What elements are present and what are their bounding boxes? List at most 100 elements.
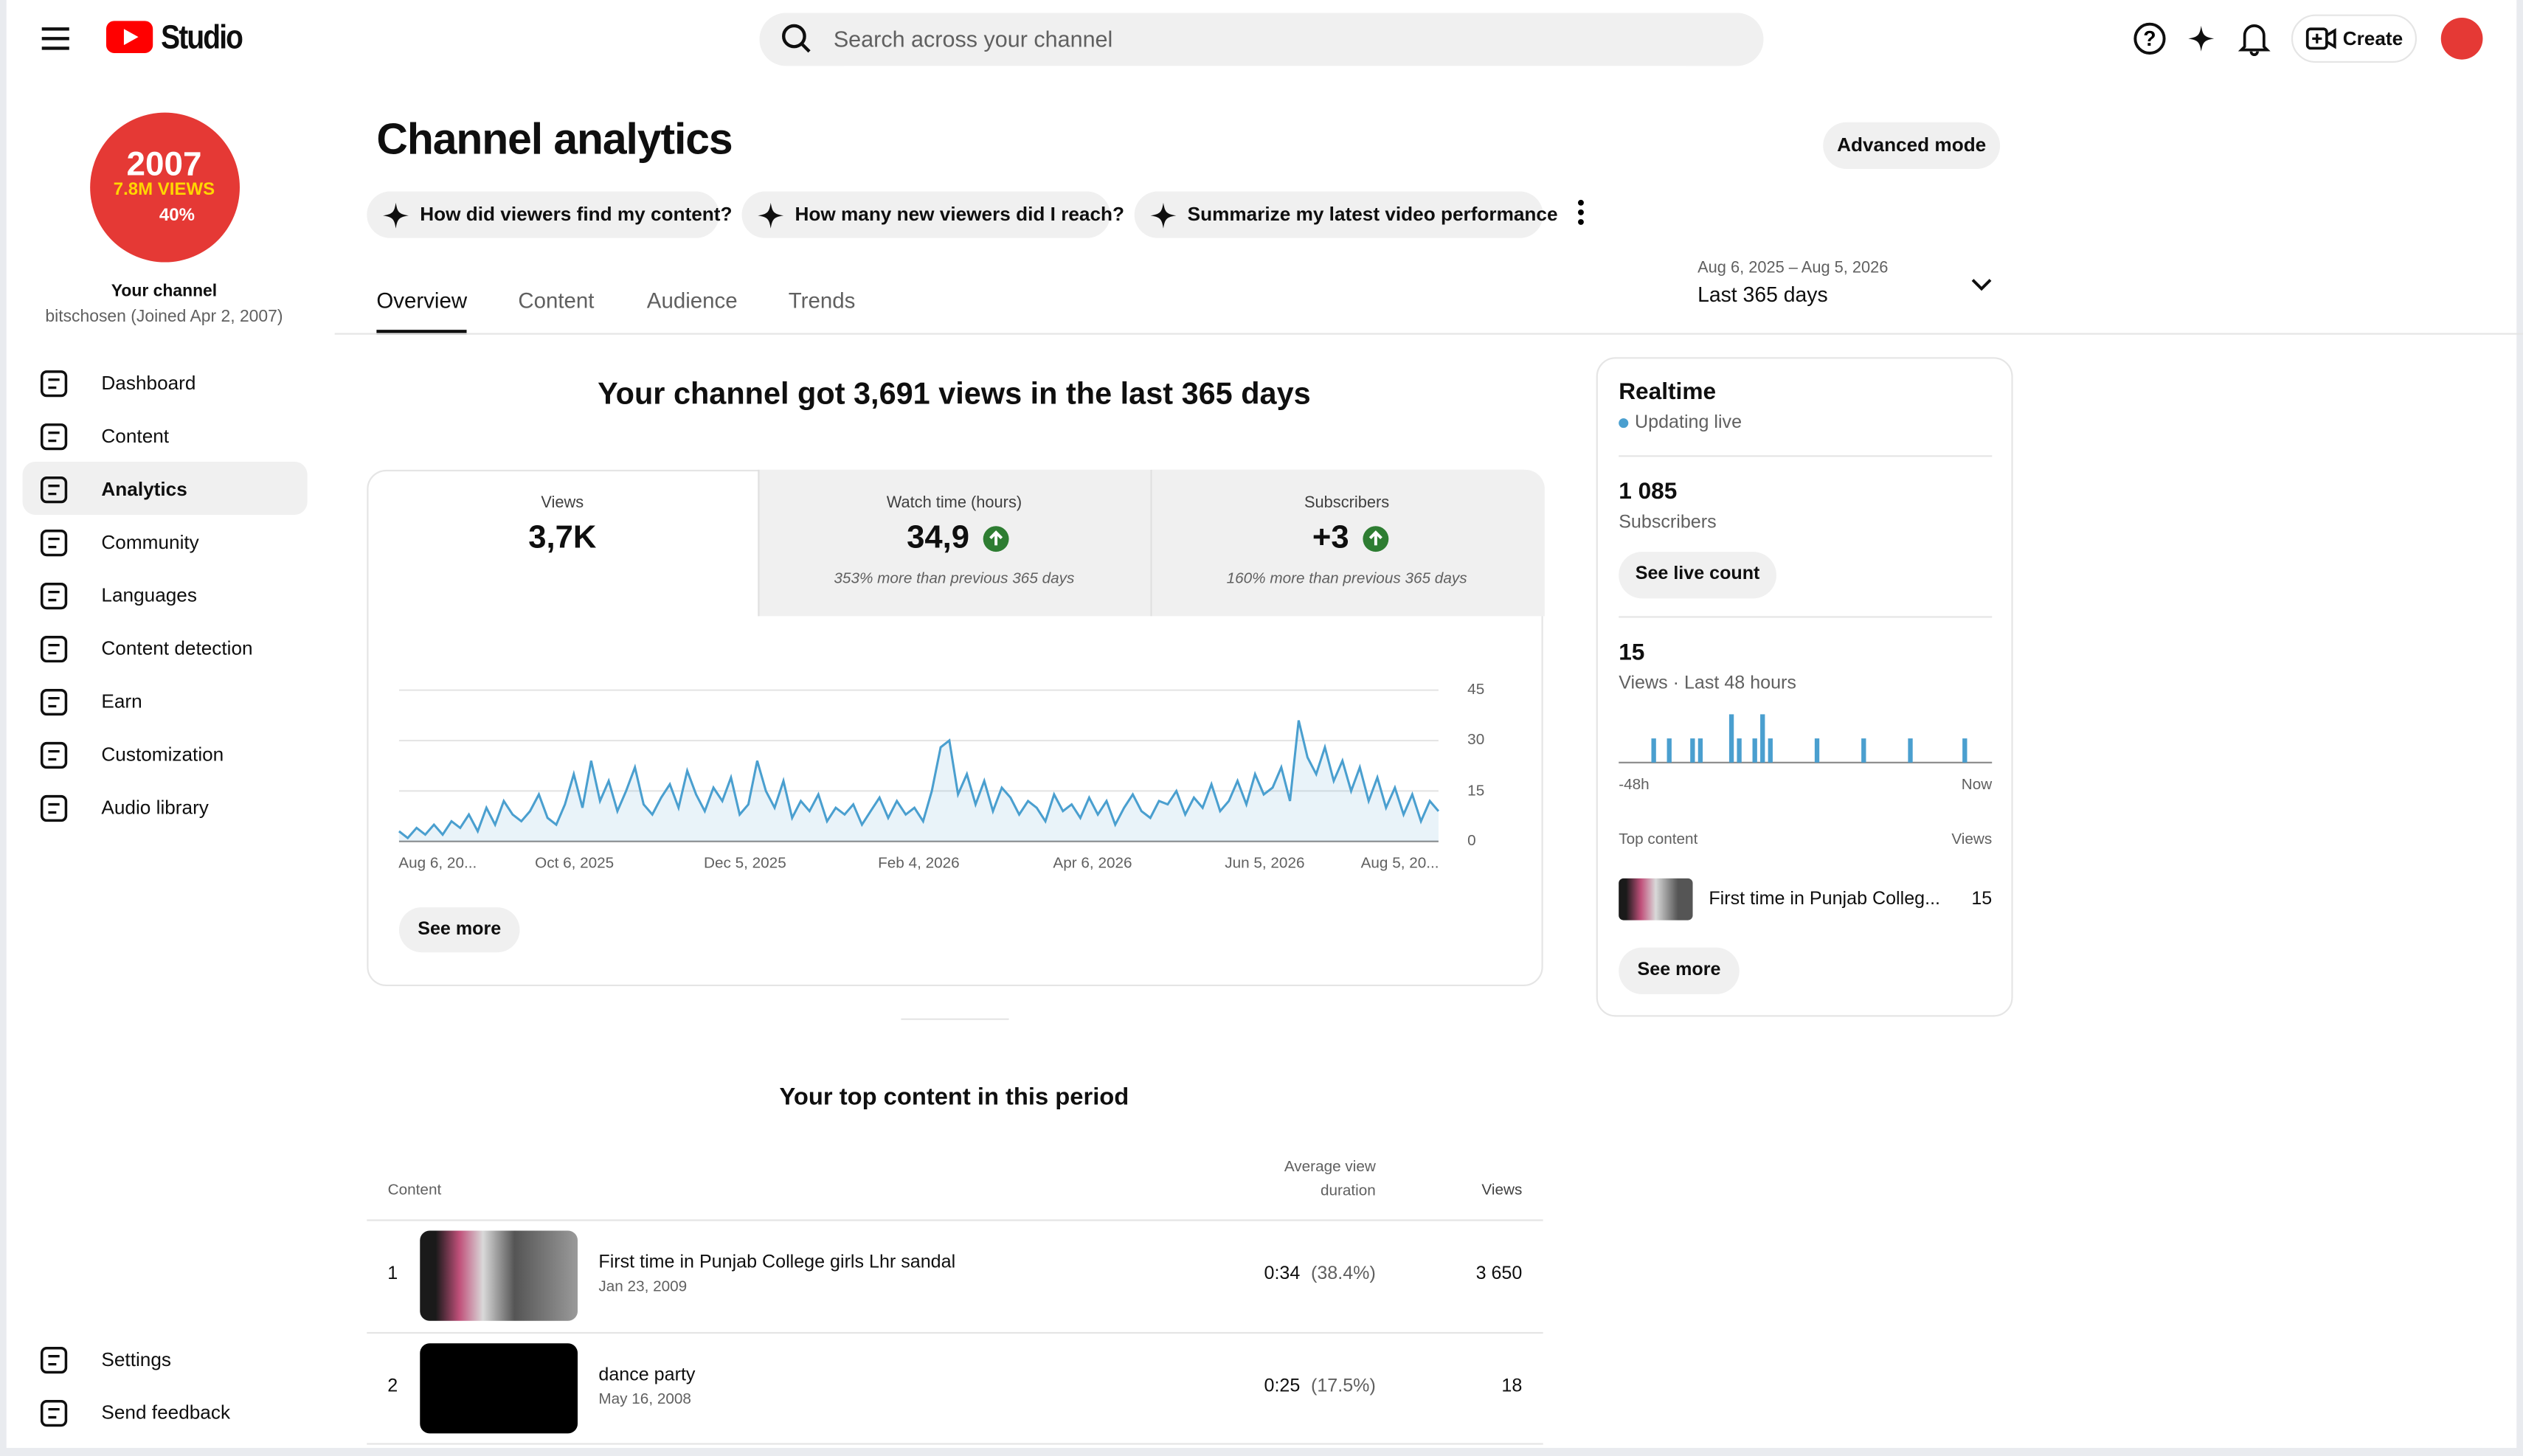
- search-box[interactable]: [759, 13, 1764, 66]
- menu-icon[interactable]: [41, 27, 69, 50]
- top-item-title[interactable]: First time in Punjab Colleg...: [1709, 890, 1941, 909]
- metric-value[interactable]: 3,7K: [528, 520, 597, 556]
- top-item-thumbnail[interactable]: [1619, 878, 1693, 921]
- bar: [1752, 738, 1757, 763]
- create-button[interactable]: [2291, 14, 2418, 63]
- column-header: Content: [387, 1182, 442, 1200]
- logo-text: Studio: [161, 19, 243, 57]
- advanced-mode-label: Advanced mode: [1837, 134, 1987, 156]
- trend-up-icon: [982, 526, 1008, 552]
- footer-nav-item[interactable]: Settings: [101, 1348, 171, 1371]
- bar: [1697, 738, 1703, 763]
- nav-icon: [40, 423, 68, 451]
- metric-value[interactable]: 34,9: [907, 520, 970, 556]
- realtime-status: Updating live: [1635, 413, 1742, 433]
- nav-item[interactable]: Customization: [101, 743, 224, 766]
- views-column-label: Views: [1951, 831, 1993, 849]
- logo-icon: [105, 21, 153, 53]
- advanced-mode-button[interactable]: [1823, 122, 2001, 170]
- suggestion-chip[interactable]: [741, 191, 1110, 238]
- search-placeholder: Search across your channel: [833, 25, 1113, 52]
- live-count-button[interactable]: [1619, 552, 1776, 599]
- channel-avatar[interactable]: [90, 112, 240, 263]
- live-count-label: See live count: [1635, 564, 1760, 584]
- tab[interactable]: Overview: [376, 288, 468, 313]
- y-tick-label: 15: [1467, 782, 1485, 800]
- chevron-icon[interactable]: [1971, 278, 1992, 291]
- row-date: Jan 23, 2009: [598, 1278, 688, 1296]
- nav-icon: [40, 741, 68, 769]
- nav-icon: [40, 635, 68, 663]
- nav-item[interactable]: Dashboard: [101, 371, 196, 395]
- x-axis-start: -48h: [1619, 776, 1650, 794]
- row-title[interactable]: dance party: [598, 1365, 696, 1385]
- bar: [1962, 738, 1967, 763]
- realtime-title: Realtime: [1619, 379, 1717, 406]
- x-tick-label: Aug 5, 20...: [1360, 855, 1439, 873]
- see-more-button[interactable]: [1619, 947, 1740, 994]
- suggestion-chip[interactable]: [1134, 191, 1543, 238]
- row-date: May 16, 2008: [598, 1390, 691, 1409]
- see-more-label: See more: [1637, 960, 1721, 980]
- row-duration: 0:34: [1264, 1264, 1301, 1284]
- footer-nav-item[interactable]: Send feedback: [101, 1401, 231, 1424]
- bar: [1728, 714, 1734, 763]
- help-icon[interactable]: ?: [2133, 22, 2166, 55]
- bar: [1814, 738, 1820, 763]
- realtime-card: [1596, 357, 2013, 1017]
- nav-item[interactable]: Languages: [101, 583, 197, 607]
- row-rank: 1: [387, 1264, 398, 1284]
- column-header: Average view duration: [1284, 1158, 1376, 1201]
- x-tick-label: Jun 5, 2026: [1225, 855, 1305, 873]
- nav-item[interactable]: Content: [101, 424, 170, 448]
- notifications-icon[interactable]: [2238, 23, 2271, 56]
- see-more-button[interactable]: [398, 907, 520, 953]
- nav-icon: [40, 688, 68, 716]
- bar: [1768, 738, 1773, 763]
- more-icon[interactable]: [1577, 199, 1585, 225]
- nav-item[interactable]: Content detection: [101, 637, 253, 660]
- nav-item[interactable]: Analytics: [101, 477, 187, 501]
- tab-underline: [376, 330, 467, 335]
- suggestion-text: Summarize my latest video performance: [1187, 202, 1558, 226]
- date-period[interactable]: Last 365 days: [1697, 282, 1828, 307]
- tab[interactable]: Audience: [646, 288, 738, 313]
- account-avatar[interactable]: [2440, 17, 2483, 60]
- nav-item[interactable]: Earn: [101, 690, 142, 713]
- x-tick-label: Dec 5, 2025: [703, 855, 786, 873]
- row-title[interactable]: First time in Punjab College girls Lhr s…: [598, 1253, 956, 1273]
- row-duration: 0:25: [1264, 1377, 1301, 1397]
- tab[interactable]: Content: [518, 288, 595, 313]
- bar: [1690, 738, 1695, 763]
- suggestion-chip[interactable]: [367, 191, 719, 238]
- metric-label: Views: [541, 494, 584, 513]
- channel-name: bitschosen (Joined Apr 2, 2007): [45, 307, 283, 327]
- metric-value[interactable]: +3: [1312, 520, 1349, 556]
- live-dot: [1619, 418, 1629, 429]
- tab[interactable]: Trends: [788, 288, 856, 313]
- video-thumbnail[interactable]: [420, 1343, 578, 1434]
- x-axis-end: Now: [1961, 776, 1993, 794]
- subscriber-count: 1 085: [1619, 479, 1678, 505]
- nav-icon: [40, 583, 68, 610]
- avatar-year: 2007: [126, 146, 202, 184]
- bar: [1861, 738, 1866, 763]
- svg-text:?: ?: [2143, 27, 2156, 51]
- bar: [1667, 738, 1672, 763]
- ai-icon[interactable]: [2188, 25, 2215, 52]
- top-item-views: 15: [1971, 890, 1993, 909]
- nav-item[interactable]: Community: [101, 530, 199, 554]
- row-divider: [367, 1331, 1543, 1334]
- x-tick-label: Oct 6, 2025: [535, 855, 615, 873]
- video-thumbnail[interactable]: [420, 1230, 578, 1321]
- suggestion-text: How did viewers find my content?: [420, 202, 733, 226]
- x-tick-label: Aug 6, 20...: [398, 855, 477, 873]
- nav-icon: [40, 794, 68, 822]
- sparkle-icon: [1150, 202, 1177, 229]
- see-more-label: See more: [418, 920, 502, 940]
- nav-item[interactable]: Audio library: [101, 796, 209, 819]
- row-divider: [367, 1443, 1543, 1445]
- suggestion-text: How many new viewers did I reach?: [795, 202, 1125, 226]
- realtime-views-label: Views · Last 48 hours: [1619, 673, 1796, 694]
